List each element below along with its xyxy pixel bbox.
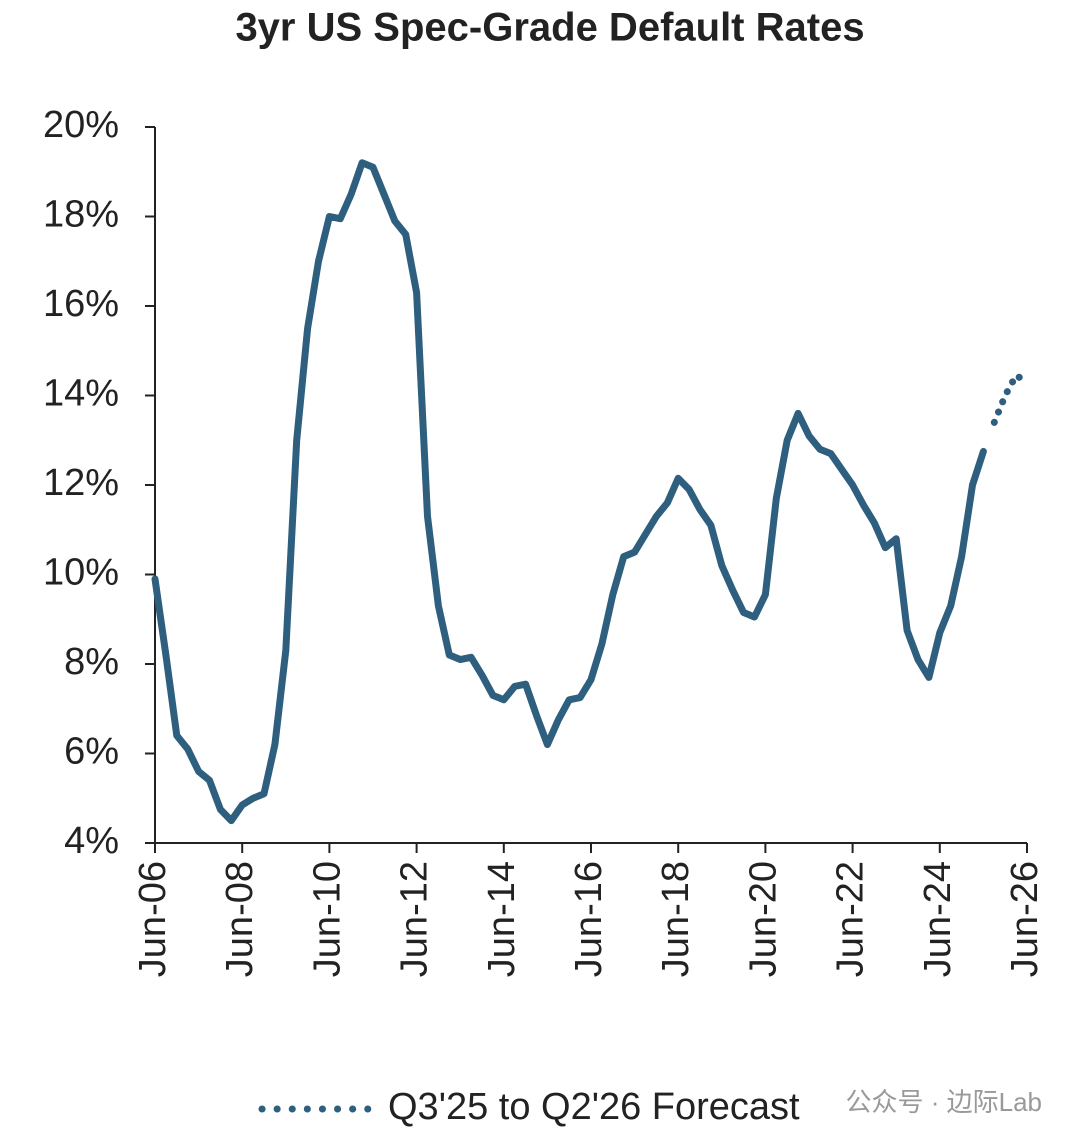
y-tick-label: 12% (43, 462, 119, 504)
x-tick-label: Jun-26 (1004, 861, 1046, 977)
y-tick-label: 10% (43, 552, 119, 594)
y-tick-label: 14% (43, 373, 119, 415)
legend-label: Q3'25 to Q2'26 Forecast (388, 1086, 800, 1128)
forecast-line (990, 371, 1031, 426)
watermark: 公众号 · 边际Lab (846, 1087, 1043, 1117)
y-tick-label: 6% (64, 731, 119, 773)
y-tick-label: 18% (43, 194, 119, 236)
x-tick-label: Jun-18 (655, 861, 697, 977)
x-tick-label: Jun-08 (219, 861, 261, 977)
x-tick-label: Jun-20 (742, 861, 784, 977)
x-tick-label: Jun-22 (830, 861, 872, 977)
y-tick-label: 16% (43, 283, 119, 325)
x-tick-label: Jun-12 (394, 861, 436, 977)
y-tick-label: 4% (64, 820, 119, 862)
x-tick-label: Jun-14 (481, 861, 523, 977)
y-tick-label: 8% (64, 641, 119, 683)
chart-title: 3yr US Spec-Grade Default Rates (235, 6, 864, 50)
x-tick-label: Jun-24 (917, 861, 959, 977)
x-tick-label: Jun-16 (568, 861, 610, 977)
data-line (151, 159, 987, 825)
x-tick-label: Jun-10 (306, 861, 348, 977)
y-tick-label: 20% (43, 104, 119, 146)
x-tick-label: Jun-06 (132, 861, 174, 977)
